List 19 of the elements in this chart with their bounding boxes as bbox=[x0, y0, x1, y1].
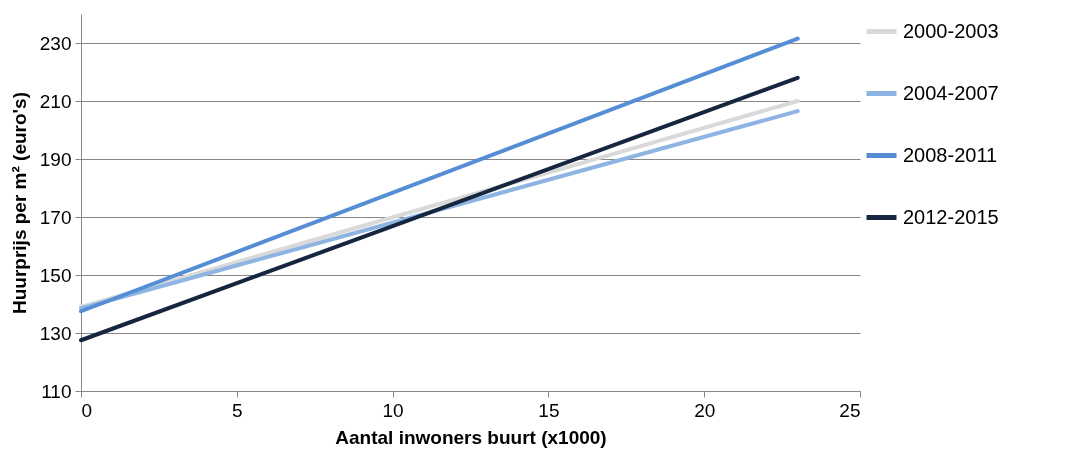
legend-label: 2000-2003 bbox=[903, 19, 999, 42]
x-axis-title: Aantal inwoners buurt (x1000) bbox=[335, 426, 607, 448]
legend-label: 2008-2011 bbox=[903, 143, 998, 166]
legend-label: 2012-2015 bbox=[903, 205, 999, 228]
y-axis-title: Huurprijs per m² (euro's) bbox=[8, 92, 30, 314]
y-tick-label: 130 bbox=[39, 322, 72, 344]
x-tick-label: 20 bbox=[694, 399, 716, 421]
x-tick-label: 15 bbox=[538, 399, 560, 421]
y-tick-label: 190 bbox=[39, 148, 72, 170]
x-tick-label: 25 bbox=[839, 399, 861, 421]
y-tick-label: 210 bbox=[39, 90, 72, 112]
y-tick-label: 150 bbox=[39, 264, 72, 286]
x-tick-label: 0 bbox=[81, 399, 93, 421]
x-tick-label: 5 bbox=[232, 399, 243, 421]
y-tick-label: 170 bbox=[39, 206, 72, 228]
y-tick-label: 230 bbox=[39, 32, 72, 54]
y-tick-label: 110 bbox=[41, 380, 72, 402]
legend-label: 2004-2007 bbox=[903, 81, 999, 104]
x-tick-label: 10 bbox=[382, 399, 404, 421]
